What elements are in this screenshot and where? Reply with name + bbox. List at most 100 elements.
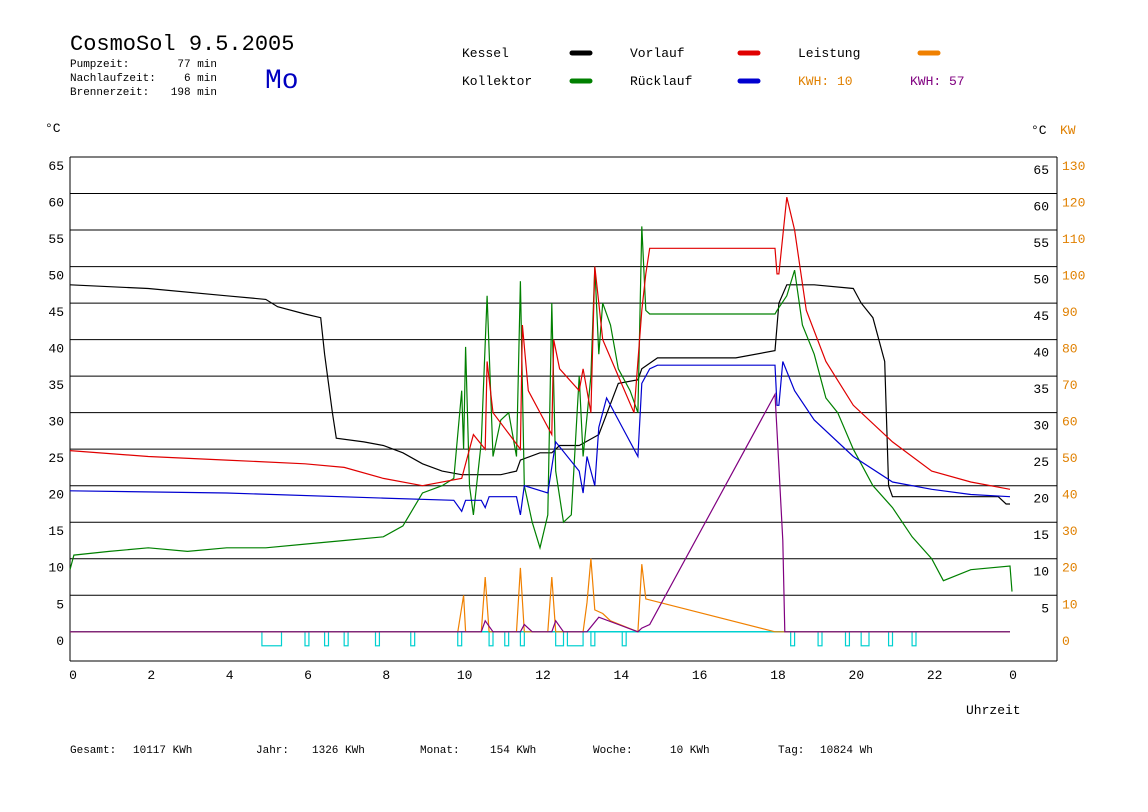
series-line [69, 226, 1013, 592]
y-right-tick-label: 25 [1033, 455, 1049, 470]
pump-interval [887, 631, 894, 647]
y-right-tick-label: 60 [1033, 200, 1049, 215]
legend-label: Vorlauf [630, 46, 685, 61]
x-tick-label: 20 [849, 668, 865, 683]
footer-value: 10824 Wh [820, 745, 873, 757]
info-value: 198 min [171, 87, 217, 99]
y-tick-label: 0 [56, 634, 64, 649]
y2-tick-label: 110 [1062, 232, 1085, 247]
y-right-tick-label: 10 [1033, 565, 1049, 580]
y-right-tick-label: 40 [1033, 346, 1049, 361]
info-value: 6 min [184, 73, 217, 85]
y-right-tick-label: 65 [1033, 163, 1049, 178]
y-right-tick-label: 50 [1033, 273, 1049, 288]
kwh-label: KWH: 10 [798, 74, 853, 89]
info-label: Pumpzeit: [70, 59, 129, 71]
y-tick-label: 50 [48, 269, 64, 284]
footer-label: Woche: [593, 745, 633, 757]
info-value: 77 min [177, 59, 217, 71]
legend-label: Kessel [462, 46, 509, 61]
y2-tick-label: 40 [1062, 488, 1078, 503]
y2-unit: °C [1031, 123, 1047, 138]
y2-tick-label: 30 [1062, 524, 1078, 539]
x-tick-label: 6 [304, 668, 312, 683]
y-right-tick-label: 55 [1033, 236, 1049, 251]
info-label: Brennerzeit: [70, 87, 149, 99]
x-tick-label: 4 [226, 668, 234, 683]
pump-interval [504, 631, 510, 647]
x-tick-label: 22 [927, 668, 943, 683]
y2-tick-label: 70 [1062, 378, 1078, 393]
legend-label: Rücklauf [630, 74, 692, 89]
pump-interval [304, 631, 310, 647]
y-tick-label: 5 [56, 597, 64, 612]
pump-interval [519, 631, 525, 647]
x-tick-label: 0 [1009, 668, 1017, 683]
footer-value: 10117 KWh [133, 745, 192, 757]
footer-value: 1326 KWh [312, 745, 365, 757]
y-tick-label: 40 [48, 342, 64, 357]
y2-tick-label: 60 [1062, 415, 1078, 430]
y-tick-label: 20 [48, 488, 64, 503]
x-tick-label: 14 [614, 668, 630, 683]
y-tick-label: 35 [48, 378, 64, 393]
x-tick-label: 16 [692, 668, 708, 683]
pump-interval [817, 631, 823, 647]
pump-interval [323, 631, 330, 647]
x-tick-label: 0 [69, 668, 77, 683]
y2-tick-label: 80 [1062, 342, 1078, 357]
footer-label: Jahr: [256, 745, 289, 757]
footer-label: Tag: [778, 745, 804, 757]
pump-interval [261, 631, 283, 647]
y-tick-label: 45 [48, 305, 64, 320]
y-tick-label: 25 [48, 451, 64, 466]
y2-tick-label: 120 [1062, 196, 1085, 211]
y2-tick-label: 10 [1062, 597, 1078, 612]
pump-interval [590, 631, 596, 647]
pump-interval [555, 631, 565, 647]
y-right-tick-label: 20 [1033, 492, 1049, 507]
pump-interval [457, 631, 463, 647]
x-tick-label: 2 [147, 668, 155, 683]
y2-tick-label: 90 [1062, 305, 1078, 320]
pump-interval [343, 631, 349, 647]
y-tick-label: 10 [48, 561, 64, 576]
footer-label: Monat: [420, 745, 460, 757]
x-axis-label: Uhrzeit [966, 703, 1021, 718]
series-line [70, 392, 1010, 633]
y-tick-label: 55 [48, 232, 64, 247]
legend-label: Leistung [798, 46, 860, 61]
weekday: Mo [265, 66, 299, 97]
y-tick-label: 15 [48, 524, 64, 539]
pump-interval [860, 631, 870, 647]
footer-value: 154 KWh [490, 745, 536, 757]
y-right-tick-label: 45 [1033, 309, 1049, 324]
pump-interval [844, 631, 851, 647]
legend-label: Kollektor [462, 74, 532, 89]
y2-tick-label: 130 [1062, 159, 1085, 174]
series-line [69, 284, 1010, 505]
footer-label: Gesamt: [70, 745, 116, 757]
pump-interval [488, 631, 494, 647]
x-tick-label: 18 [770, 668, 786, 683]
y-right-tick-label: 30 [1033, 419, 1049, 434]
pump-interval [566, 631, 584, 647]
y2-tick-label: 100 [1062, 269, 1085, 284]
y-tick-label: 30 [48, 415, 64, 430]
chart-title: CosmoSol 9.5.2005 [70, 32, 294, 57]
y-right-tick-label: 15 [1033, 528, 1049, 543]
footer-value: 10 KWh [670, 745, 710, 757]
pump-interval [410, 631, 416, 647]
pump-interval [374, 631, 381, 647]
pump-interval [790, 631, 796, 647]
x-tick-label: 12 [535, 668, 551, 683]
y2-tick-label: 0 [1062, 634, 1070, 649]
y-right-tick-label: 35 [1033, 382, 1049, 397]
series-line [69, 361, 1011, 516]
pump-interval [621, 631, 627, 647]
series-line [69, 197, 1011, 490]
y2-tick-label: 50 [1062, 451, 1078, 466]
x-tick-label: 8 [382, 668, 390, 683]
kwh-label: KWH: 57 [910, 74, 965, 89]
